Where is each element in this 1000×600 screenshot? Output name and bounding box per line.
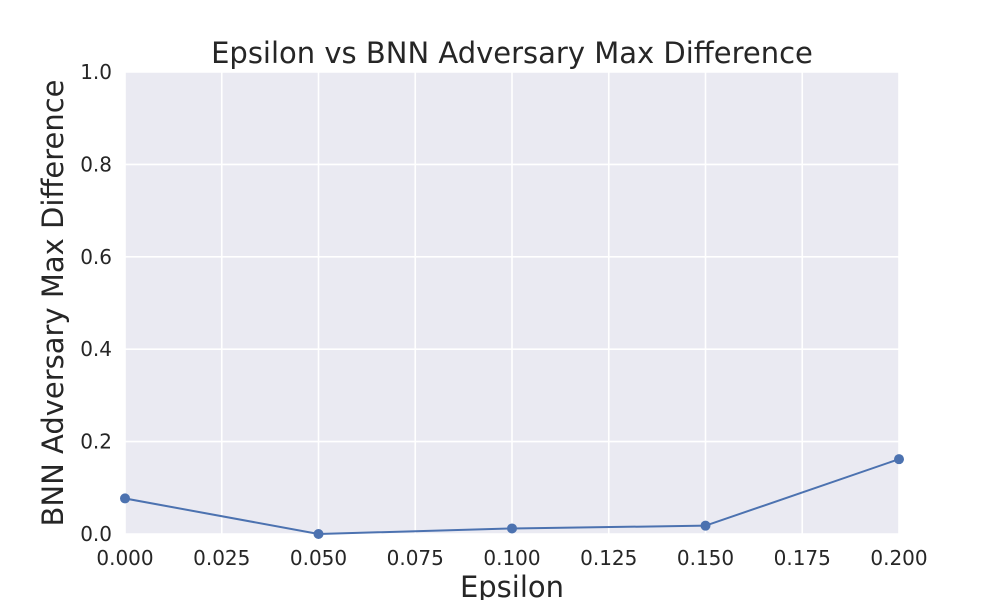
x-axis-label: Epsilon [460, 570, 564, 600]
x-tick-label: 0.075 [387, 546, 444, 570]
x-tick-label: 0.050 [290, 546, 347, 570]
y-tick-label: 1.0 [80, 60, 112, 84]
series-layer [120, 454, 904, 539]
data-point [700, 520, 711, 531]
y-tick-label: 0.2 [80, 430, 112, 454]
grid-lines [124, 71, 900, 535]
x-tick-label: 0.125 [580, 546, 637, 570]
x-tick-label: 0.200 [870, 546, 927, 570]
data-point [120, 493, 130, 504]
chart-title: Epsilon vs BNN Adversary Max Difference [211, 36, 813, 70]
x-tick-labels: 0.000 0.025 0.050 0.075 0.100 0.125 0.150 0.175… [96, 546, 927, 570]
y-tick-label: 0.0 [80, 522, 112, 546]
data-point [894, 454, 904, 465]
x-tick-label: 0.000 [96, 546, 153, 570]
x-tick-label: 0.150 [677, 546, 734, 570]
y-tick-labels: 0.0 0.2 0.4 0.6 0.8 1.0 [80, 60, 112, 546]
data-point [313, 529, 324, 539]
y-tick-label: 0.6 [80, 245, 112, 269]
y-axis-label: BNN Adversary Max Difference [36, 79, 70, 526]
x-tick-label: 0.025 [193, 546, 250, 570]
x-tick-label: 0.175 [774, 546, 831, 570]
y-tick-label: 0.8 [80, 152, 112, 176]
y-tick-label: 0.4 [80, 337, 112, 361]
x-tick-label: 0.100 [483, 546, 540, 570]
data-point [507, 523, 517, 534]
